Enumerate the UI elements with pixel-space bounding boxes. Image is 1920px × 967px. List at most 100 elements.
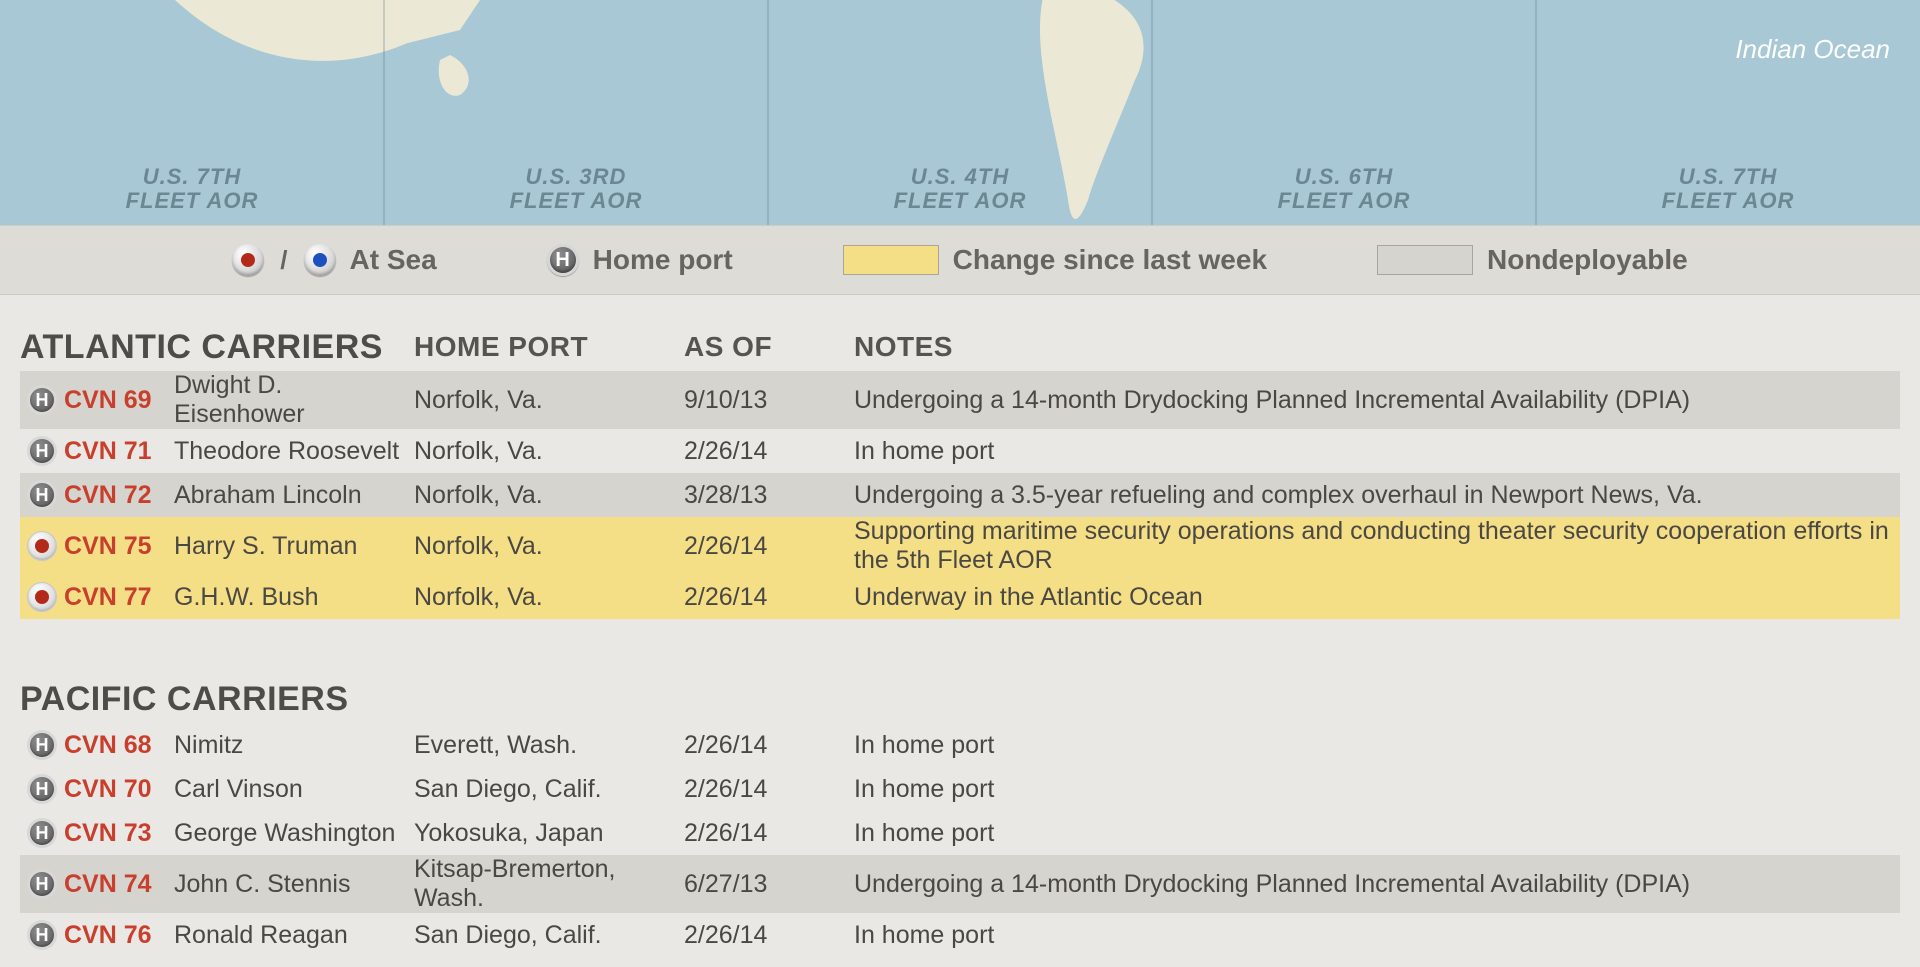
as-of-date: 6/27/13 [684, 870, 854, 899]
hull-code: CVN 69 [64, 386, 174, 415]
col-notes: Notes [854, 331, 1900, 363]
carrier-row: HCVN 70Carl VinsonSan Diego, Calif.2/26/… [20, 767, 1900, 811]
as-of-date: 2/26/14 [684, 583, 854, 612]
slash: / [280, 245, 287, 276]
at-sea-red-icon [232, 244, 264, 276]
home-port-icon: H [20, 385, 64, 415]
home-port: Yokosuka, Japan [414, 819, 684, 848]
carrier-row: CVN 75Harry S. TrumanNorfolk, Va.2/26/14… [20, 517, 1900, 575]
as-of-date: 2/26/14 [684, 921, 854, 950]
notes: Underway in the Atlantic Ocean [854, 583, 1900, 612]
home-port: Norfolk, Va. [414, 481, 684, 510]
hull-code: CVN 72 [64, 481, 174, 510]
home-port-icon: H [20, 436, 64, 466]
carrier-section: ATLANTIC CARRIERSHome PortAs OfNotesHCVN… [0, 295, 1920, 629]
hull-code: CVN 70 [64, 775, 174, 804]
home-port-icon: H [20, 818, 64, 848]
notes: In home port [854, 775, 1900, 804]
notes: In home port [854, 437, 1900, 466]
fleet-label: U.S. 4TH FLEET AOR [894, 165, 1027, 213]
ship-name: Dwight D. Eisenhower [174, 371, 414, 429]
home-port: Everett, Wash. [414, 731, 684, 760]
home-port-icon: H [547, 244, 579, 276]
legend-bar: / At Sea H Home port Change since last w… [0, 225, 1920, 295]
home-port: Norfolk, Va. [414, 532, 684, 561]
carrier-section: PACIFIC CARRIERSHCVN 68NimitzEverett, Wa… [0, 629, 1920, 967]
legend-home-port-label: Home port [593, 244, 733, 276]
hull-code: CVN 68 [64, 731, 174, 760]
carrier-row: HCVN 69Dwight D. EisenhowerNorfolk, Va.9… [20, 371, 1900, 429]
carrier-row: HCVN 74John C. StennisKitsap-Bremerton, … [20, 855, 1900, 913]
as-of-date: 2/26/14 [684, 731, 854, 760]
notes: In home port [854, 921, 1900, 950]
fleet-label: U.S. 3RD FLEET AOR [510, 165, 643, 213]
home-port: Norfolk, Va. [414, 386, 684, 415]
as-of-date: 2/26/14 [684, 819, 854, 848]
hull-code: CVN 77 [64, 583, 174, 612]
ship-name: Nimitz [174, 731, 414, 760]
as-of-date: 9/10/13 [684, 386, 854, 415]
home-port: Norfolk, Va. [414, 583, 684, 612]
notes: In home port [854, 819, 1900, 848]
fleet-label: U.S. 6TH FLEET AOR [1278, 165, 1411, 213]
legend-changed-label: Change since last week [953, 244, 1267, 276]
home-port-icon: H [20, 480, 64, 510]
legend-nondeploy: Nondeployable [1377, 244, 1688, 276]
hull-code: CVN 76 [64, 921, 174, 950]
home-port: San Diego, Calif. [414, 921, 684, 950]
ship-name: G.H.W. Bush [174, 583, 414, 612]
home-port: Kitsap-Bremerton, Wash. [414, 855, 684, 913]
legend-at-sea: / At Sea [232, 244, 436, 276]
fleet-label: U.S. 7TH FLEET AOR [126, 165, 259, 213]
ship-name: Harry S. Truman [174, 532, 414, 561]
notes: Undergoing a 14-month Drydocking Planned… [854, 386, 1900, 415]
nondeploy-swatch-icon [1377, 245, 1473, 275]
ship-name: Ronald Reagan [174, 921, 414, 950]
home-port-icon: H [20, 730, 64, 760]
section-header: PACIFIC CARRIERS [20, 675, 1900, 723]
notes: Supporting maritime security operations … [854, 517, 1900, 575]
notes: Undergoing a 14-month Drydocking Planned… [854, 870, 1900, 899]
at-sea-icon [20, 531, 64, 561]
carrier-row: HCVN 71Theodore RooseveltNorfolk, Va.2/2… [20, 429, 1900, 473]
as-of-date: 2/26/14 [684, 775, 854, 804]
hull-code: CVN 74 [64, 870, 174, 899]
hull-code: CVN 71 [64, 437, 174, 466]
carrier-row: HCVN 76Ronald ReaganSan Diego, Calif.2/2… [20, 913, 1900, 957]
notes: In home port [854, 731, 1900, 760]
legend-changed: Change since last week [843, 244, 1267, 276]
home-port: Norfolk, Va. [414, 437, 684, 466]
as-of-date: 2/26/14 [684, 532, 854, 561]
legend-at-sea-label: At Sea [350, 244, 437, 276]
ship-name: George Washington [174, 819, 414, 848]
ship-name: Theodore Roosevelt [174, 437, 414, 466]
carrier-row: HCVN 72Abraham LincolnNorfolk, Va.3/28/1… [20, 473, 1900, 517]
as-of-date: 2/26/14 [684, 437, 854, 466]
at-sea-icon [20, 582, 64, 612]
home-port-icon: H [20, 774, 64, 804]
home-port-icon: H [20, 869, 64, 899]
as-of-date: 3/28/13 [684, 481, 854, 510]
fleet-label: U.S. 7TH FLEET AOR [1662, 165, 1795, 213]
section-title: PACIFIC CARRIERS [20, 680, 414, 719]
fleet-labels: U.S. 7TH FLEET AOR U.S. 3RD FLEET AOR U.… [0, 0, 1920, 225]
notes: Undergoing a 3.5-year refueling and comp… [854, 481, 1900, 510]
home-port: San Diego, Calif. [414, 775, 684, 804]
carrier-row: CVN 77G.H.W. BushNorfolk, Va.2/26/14Unde… [20, 575, 1900, 619]
section-title: ATLANTIC CARRIERS [20, 328, 414, 367]
hull-code: CVN 75 [64, 532, 174, 561]
home-port-icon: H [20, 920, 64, 950]
ship-name: John C. Stennis [174, 870, 414, 899]
ship-name: Carl Vinson [174, 775, 414, 804]
section-header: ATLANTIC CARRIERSHome PortAs OfNotes [20, 323, 1900, 371]
col-asof: As Of [684, 331, 854, 363]
col-homeport: Home Port [414, 331, 684, 363]
carrier-row: HCVN 68NimitzEverett, Wash.2/26/14In hom… [20, 723, 1900, 767]
legend-home-port: H Home port [547, 244, 733, 276]
legend-nondeploy-label: Nondeployable [1487, 244, 1688, 276]
hull-code: CVN 73 [64, 819, 174, 848]
carrier-row: HCVN 73George WashingtonYokosuka, Japan2… [20, 811, 1900, 855]
at-sea-blue-icon [304, 244, 336, 276]
ship-name: Abraham Lincoln [174, 481, 414, 510]
fleet-map: Indian Ocean U.S. 7TH FLEET AOR U.S. 3RD… [0, 0, 1920, 225]
